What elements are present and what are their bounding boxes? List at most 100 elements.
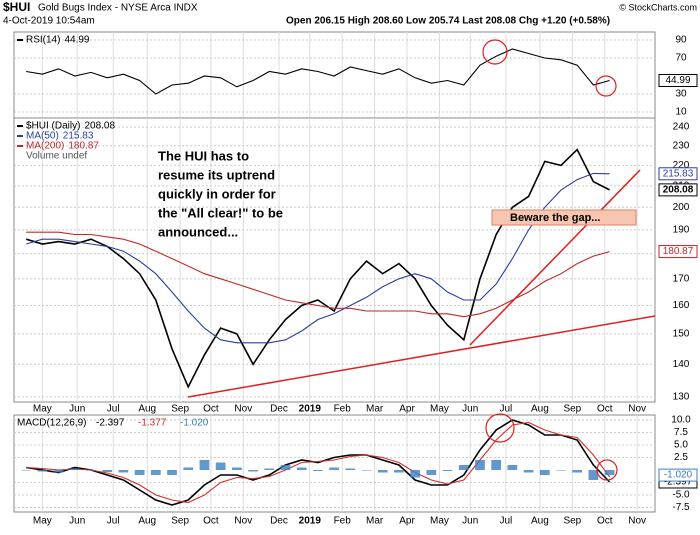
y-tick-label: 7.5 [674,427,688,438]
panel-frame [13,414,656,513]
y-tick-label: 220 [673,160,690,171]
panels: 10 30 70 90 44.99 RSI(14) 44.99 May Jun Jul Aug Sep… [13,31,698,527]
x-tick-label: Dec [270,516,288,527]
histogram-bar [491,460,502,470]
x-tick-label: Jun [69,404,85,415]
legend-name: RSI(14) [26,35,60,46]
histogram-bar [539,470,550,475]
y-tick-label: 5.0 [674,440,688,451]
histogram-bar [183,467,194,470]
x-tick-label: Aug [531,516,549,527]
histogram-bar [264,468,275,470]
y-tick-label: 170 [673,273,690,284]
x-tick-label: Oct [597,404,613,415]
symbol: $HUI [3,0,30,14]
histogram-bar [134,470,145,475]
annotation: The HUI has to resume its uptrend quickl… [158,148,283,239]
y-tick-label: 30 [675,89,687,100]
y-tick-label: 90 [675,35,687,46]
histogram-bar [248,470,258,472]
series-line [25,148,610,389]
legend-name: MA(200) [26,141,64,152]
histogram-bar [21,470,32,471]
y-tick-label: 10 [675,107,687,118]
series-line [26,419,611,506]
histogram-bar [475,460,485,470]
histogram-bar [329,467,339,470]
histogram-bar [604,470,615,476]
x-tick-label: Aug [138,516,156,527]
x-tick-label: 2019 [299,516,322,527]
value-box [658,167,698,181]
x-tick-label: May [33,404,52,415]
x-tick-label: Jun [462,516,478,527]
legend-value: -2.397 [96,418,125,429]
x-tick-label: Nov [234,516,252,527]
histogram-bar [150,470,161,475]
histogram-bar [394,470,404,473]
x-tick-label: Jun [462,404,478,415]
trend-line [187,315,656,398]
x-tick-label: Nov [628,404,646,415]
highlight-circle [485,413,515,443]
y-tick-label: 200 [673,202,690,213]
x-tick-label: Apr [399,404,415,415]
date: 4-Oct-2019 10:54am [3,16,95,27]
x-tick-label: Aug [531,404,549,415]
x-tick-label: Oct [597,516,613,527]
histogram-bar [458,465,469,470]
x-tick-label: Jul [107,516,120,527]
series-line [26,172,610,344]
histogram-bar [361,470,372,471]
annotation-line: The HUI has to [158,148,249,163]
trend-line [469,169,641,346]
x-tick-label: Jul [499,516,512,527]
legend-value: 180.87 [68,141,99,152]
x-tick-label: Jun [69,516,85,527]
value-box [658,468,698,482]
y-tick-label: 190 [673,225,690,236]
x-tick-label: Sep [563,516,581,527]
quote: Open 206.15 High 208.60 Low 205.74 Last … [286,16,610,27]
value-box [658,245,698,259]
value-box-label: 180.87 [663,246,694,257]
histogram-bar [167,470,177,475]
value-box [658,73,698,87]
y-tick-label: 140 [673,359,690,370]
y-tick-label: 240 [673,122,690,133]
histogram-bar [442,470,453,471]
histogram-bar [118,470,129,473]
histogram-bar [69,468,80,470]
x-tick-label: May [33,516,52,527]
annotation-line: announced... [158,224,238,239]
legend-value: -1.020 [180,418,209,429]
value-box-label: -1.020 [664,470,693,481]
annotation-line: the "All clear!" to be [158,205,283,220]
index-name: Gold Bugs Index - NYSE Arca INDX [38,3,198,14]
histogram-bar [53,470,64,473]
histogram-bar [231,467,242,470]
histogram-bar [37,470,48,472]
legend-value: 215.83 [63,131,94,142]
x-tick-label: Mar [366,404,384,415]
gap-note: Beware the gap... [510,212,600,224]
series-line [26,421,611,504]
x-tick-label: Nov [234,404,252,415]
x-tick-label: Feb [334,516,352,527]
value-box-label: 215.83 [663,168,694,179]
y-tick-label: 160 [673,300,690,311]
gap-box [491,209,637,226]
value-box-label: -2.397 [664,477,693,488]
histogram-bar [280,465,291,470]
y-tick-label: -5.0 [672,490,690,501]
series-line [26,48,610,95]
y-tick-label: 130 [673,392,690,403]
histogram-bar [215,462,226,470]
credit: © StockCharts.com [619,2,697,12]
series-line [26,231,610,318]
value-box-label: 208.08 [663,185,694,196]
y-tick-label: 230 [673,140,690,151]
annotation-line: quickly in order for [158,186,276,201]
